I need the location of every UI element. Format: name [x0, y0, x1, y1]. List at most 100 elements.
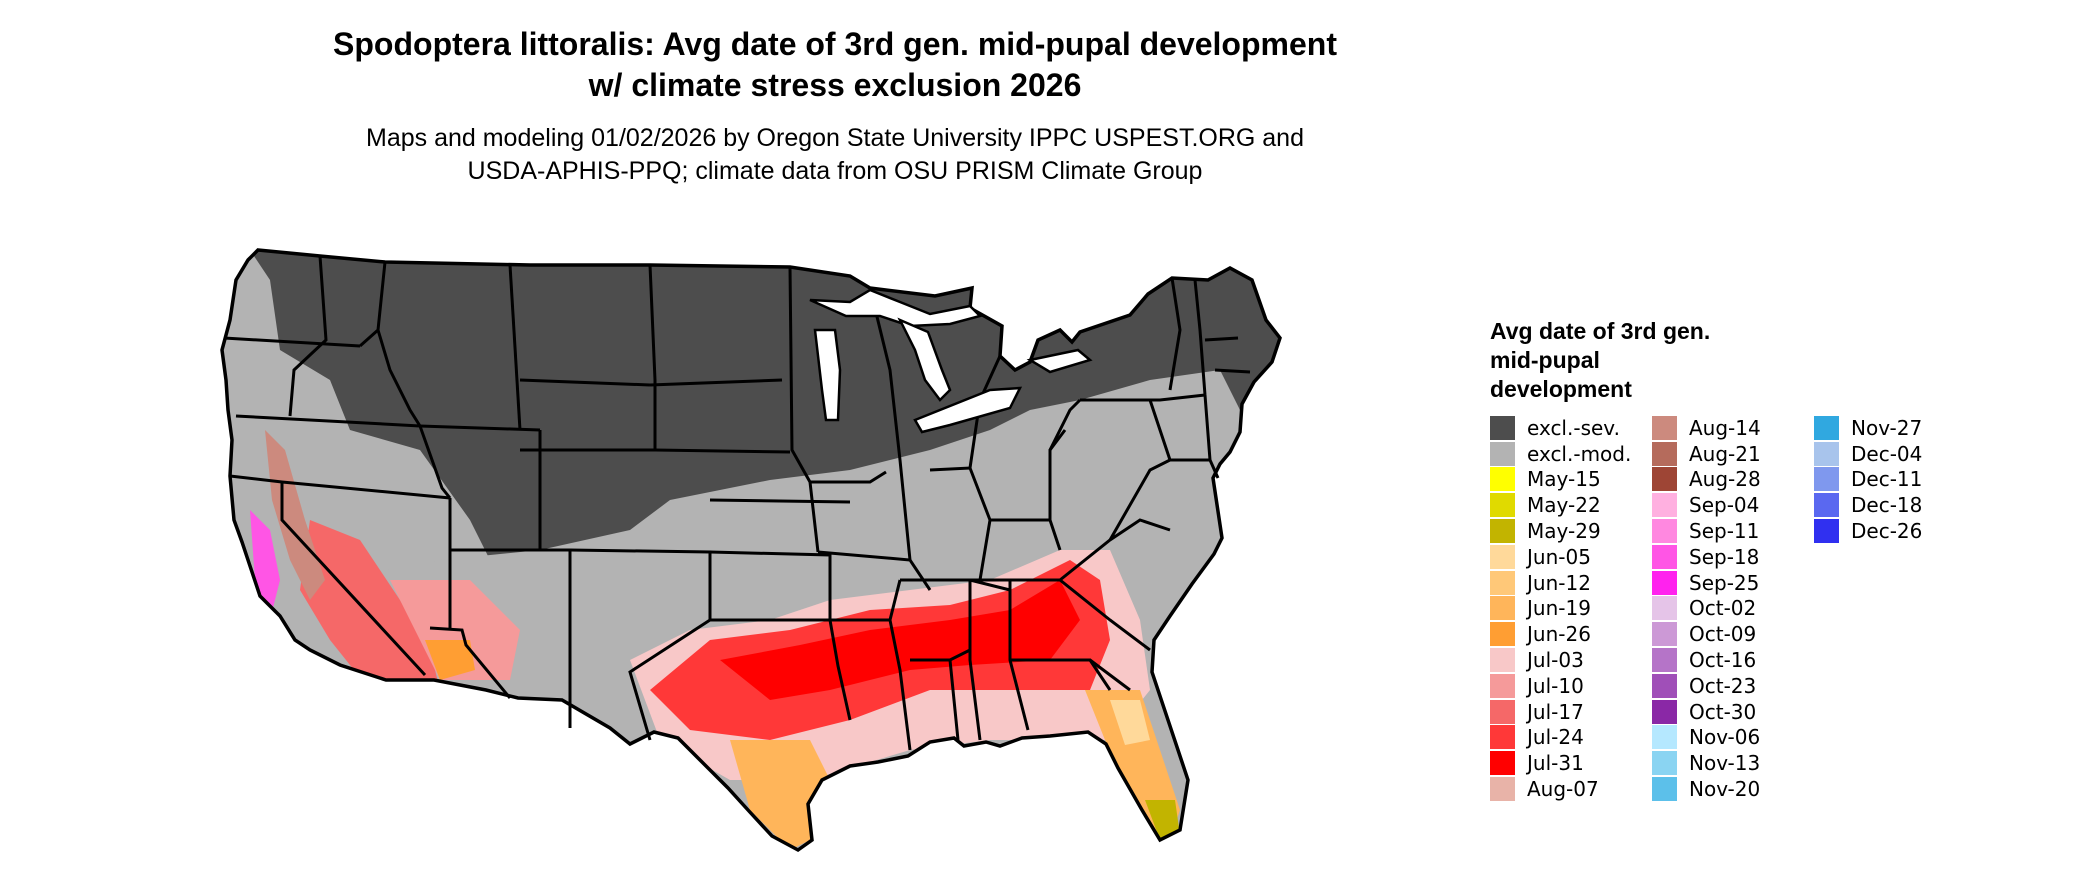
legend-column: excl.-sev. excl.-mod. May-15 May-22 May-29 Ju… [1490, 415, 1652, 802]
legend-item: Sep-04 [1652, 492, 1814, 518]
legend-label: May-22 [1527, 493, 1601, 518]
legend-label: May-29 [1527, 519, 1601, 544]
legend-swatch [1652, 415, 1677, 440]
legend-label: Nov-20 [1689, 777, 1761, 802]
legend: Avg date of 3rd gen. mid-pupal developme… [1490, 317, 1976, 802]
legend-label: Oct-02 [1689, 596, 1757, 621]
legend-swatch [1814, 493, 1839, 518]
legend-label: Nov-27 [1851, 415, 1923, 440]
map-title: Spodoptera littoralis: Avg date of 3rd g… [0, 24, 1670, 106]
legend-item: Dec-18 [1814, 492, 1976, 518]
legend-item: Oct-23 [1652, 673, 1814, 699]
legend-item: Dec-04 [1814, 441, 1976, 467]
legend-swatch [1490, 777, 1515, 802]
map-fill-regions [222, 250, 1280, 850]
legend-label: Aug-21 [1689, 441, 1761, 466]
legend-label: Nov-06 [1689, 725, 1761, 750]
legend-label: Dec-11 [1851, 467, 1923, 492]
legend-label: Jun-19 [1527, 596, 1591, 621]
legend-swatch [1652, 544, 1677, 569]
legend-item: Oct-02 [1652, 596, 1814, 622]
legend-swatch [1652, 570, 1677, 595]
legend-swatch [1490, 415, 1515, 440]
legend-item: Jun-12 [1490, 570, 1652, 596]
legend-item: Nov-20 [1652, 776, 1814, 802]
legend-swatch [1490, 596, 1515, 621]
legend-item: Nov-06 [1652, 725, 1814, 751]
legend-item: Nov-13 [1652, 750, 1814, 776]
legend-column: Nov-27 Dec-04 Dec-11 Dec-18 Dec-26 [1814, 415, 1976, 802]
legend-label: Oct-16 [1689, 648, 1757, 673]
legend-item: May-15 [1490, 467, 1652, 493]
legend-swatch [1652, 725, 1677, 750]
legend-item: Dec-11 [1814, 467, 1976, 493]
legend-item: Sep-11 [1652, 518, 1814, 544]
legend-label: Dec-04 [1851, 441, 1923, 466]
map-subtitle-line-2: USDA-APHIS-PPQ; climate data from OSU PR… [467, 157, 1203, 185]
legend-swatch [1814, 519, 1839, 544]
legend-label: Aug-28 [1689, 467, 1761, 492]
legend-label: Dec-26 [1851, 519, 1923, 544]
legend-label: Aug-07 [1527, 777, 1599, 802]
map-subtitle-line-1: Maps and modeling 01/02/2026 by Oregon S… [366, 124, 1304, 152]
legend-swatch [1652, 751, 1677, 776]
legend-swatch [1652, 673, 1677, 698]
legend-item: Aug-07 [1490, 776, 1652, 802]
legend-swatch [1490, 699, 1515, 724]
legend-label: Sep-04 [1689, 493, 1760, 518]
state-boundaries [223, 255, 1251, 751]
legend-item: Sep-25 [1652, 570, 1814, 596]
legend-label: Oct-23 [1689, 673, 1757, 698]
us-map [220, 248, 1282, 852]
legend-swatch [1814, 415, 1839, 440]
legend-item: Jun-19 [1490, 596, 1652, 622]
legend-item: excl.-sev. [1490, 415, 1652, 441]
legend-label: Oct-09 [1689, 622, 1757, 647]
legend-swatch [1652, 467, 1677, 492]
legend-label: May-15 [1527, 467, 1601, 492]
legend-label: Jul-03 [1527, 648, 1584, 673]
legend-title: Avg date of 3rd gen. mid-pupal developme… [1490, 318, 1711, 402]
legend-swatch [1490, 519, 1515, 544]
legend-item: Oct-16 [1652, 647, 1814, 673]
legend-label: Jul-10 [1527, 673, 1584, 698]
great-lakes [809, 288, 1093, 434]
legend-label: Sep-25 [1689, 570, 1760, 595]
legend-label: Jun-05 [1527, 544, 1591, 569]
legend-label: Nov-13 [1689, 751, 1761, 776]
legend-column: Aug-14 Aug-21 Aug-28 Sep-04 Sep-11 Sep-18 Sep-… [1652, 415, 1814, 802]
legend-item: Jul-17 [1490, 699, 1652, 725]
legend-swatch [1652, 493, 1677, 518]
legend-label: Jun-26 [1527, 622, 1591, 647]
legend-swatch [1814, 467, 1839, 492]
legend-swatch [1490, 673, 1515, 698]
map-title-line-1: Spodoptera littoralis: Avg date of 3rd g… [333, 26, 1337, 62]
legend-item: Jul-24 [1490, 725, 1652, 751]
legend-swatch [1490, 725, 1515, 750]
legend-label: excl.-mod. [1527, 441, 1632, 466]
legend-swatch [1490, 441, 1515, 466]
legend-swatch [1652, 699, 1677, 724]
legend-item: Oct-30 [1652, 699, 1814, 725]
legend-item: Sep-18 [1652, 544, 1814, 570]
legend-item: Jun-26 [1490, 621, 1652, 647]
legend-item: Oct-09 [1652, 621, 1814, 647]
legend-label: Jul-17 [1527, 699, 1584, 724]
legend-item: Dec-26 [1814, 518, 1976, 544]
legend-swatch [1490, 648, 1515, 673]
legend-item: Jul-10 [1490, 673, 1652, 699]
legend-swatch [1490, 570, 1515, 595]
legend-item: May-22 [1490, 492, 1652, 518]
map-subtitle: Maps and modeling 01/02/2026 by Oregon S… [0, 122, 1670, 188]
legend-swatch [1490, 622, 1515, 647]
legend-item: excl.-mod. [1490, 441, 1652, 467]
legend-item: Nov-27 [1814, 415, 1976, 441]
legend-swatch [1652, 596, 1677, 621]
legend-item: Aug-14 [1652, 415, 1814, 441]
legend-swatch [1652, 441, 1677, 466]
legend-label: Jul-31 [1527, 751, 1584, 776]
legend-swatch [1490, 467, 1515, 492]
legend-columns: excl.-sev. excl.-mod. May-15 May-22 May-29 Ju… [1490, 415, 1976, 802]
legend-swatch [1490, 493, 1515, 518]
legend-label: Aug-14 [1689, 415, 1761, 440]
